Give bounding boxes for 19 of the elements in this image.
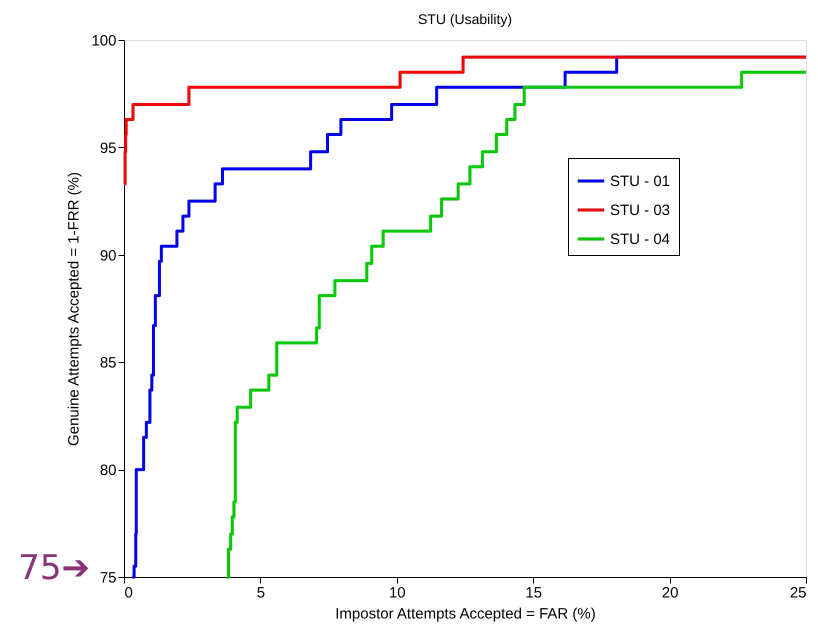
y-tick-label: 100: [91, 32, 116, 50]
y-tick-label: 85: [100, 354, 116, 372]
x-tick-label: 10: [388, 584, 406, 602]
legend-label: STU - 03: [610, 202, 670, 219]
legend-label: STU - 01: [610, 173, 670, 190]
x-tick-label: 5: [256, 584, 266, 602]
chart-title: STU (Usability): [418, 11, 512, 27]
y-tick-label: 90: [100, 247, 116, 264]
y-tick-label: 75: [100, 570, 116, 586]
y-tick-label: 95: [100, 140, 116, 157]
y-tick-label: 80: [100, 462, 116, 480]
text: 75➔: [18, 548, 90, 588]
x-tick-label: 25: [790, 584, 806, 602]
legend-label: STU - 04: [610, 231, 670, 248]
x-tick-label: 0: [124, 584, 133, 602]
x-axis-title: Impostor Attempts Accepted = FAR (%): [335, 606, 596, 622]
x-tick-label: 15: [525, 584, 542, 602]
x-tick-label: 20: [662, 584, 678, 602]
y-axis-title: Genuine Attempts Accepted = 1-FRR (%): [65, 172, 82, 446]
